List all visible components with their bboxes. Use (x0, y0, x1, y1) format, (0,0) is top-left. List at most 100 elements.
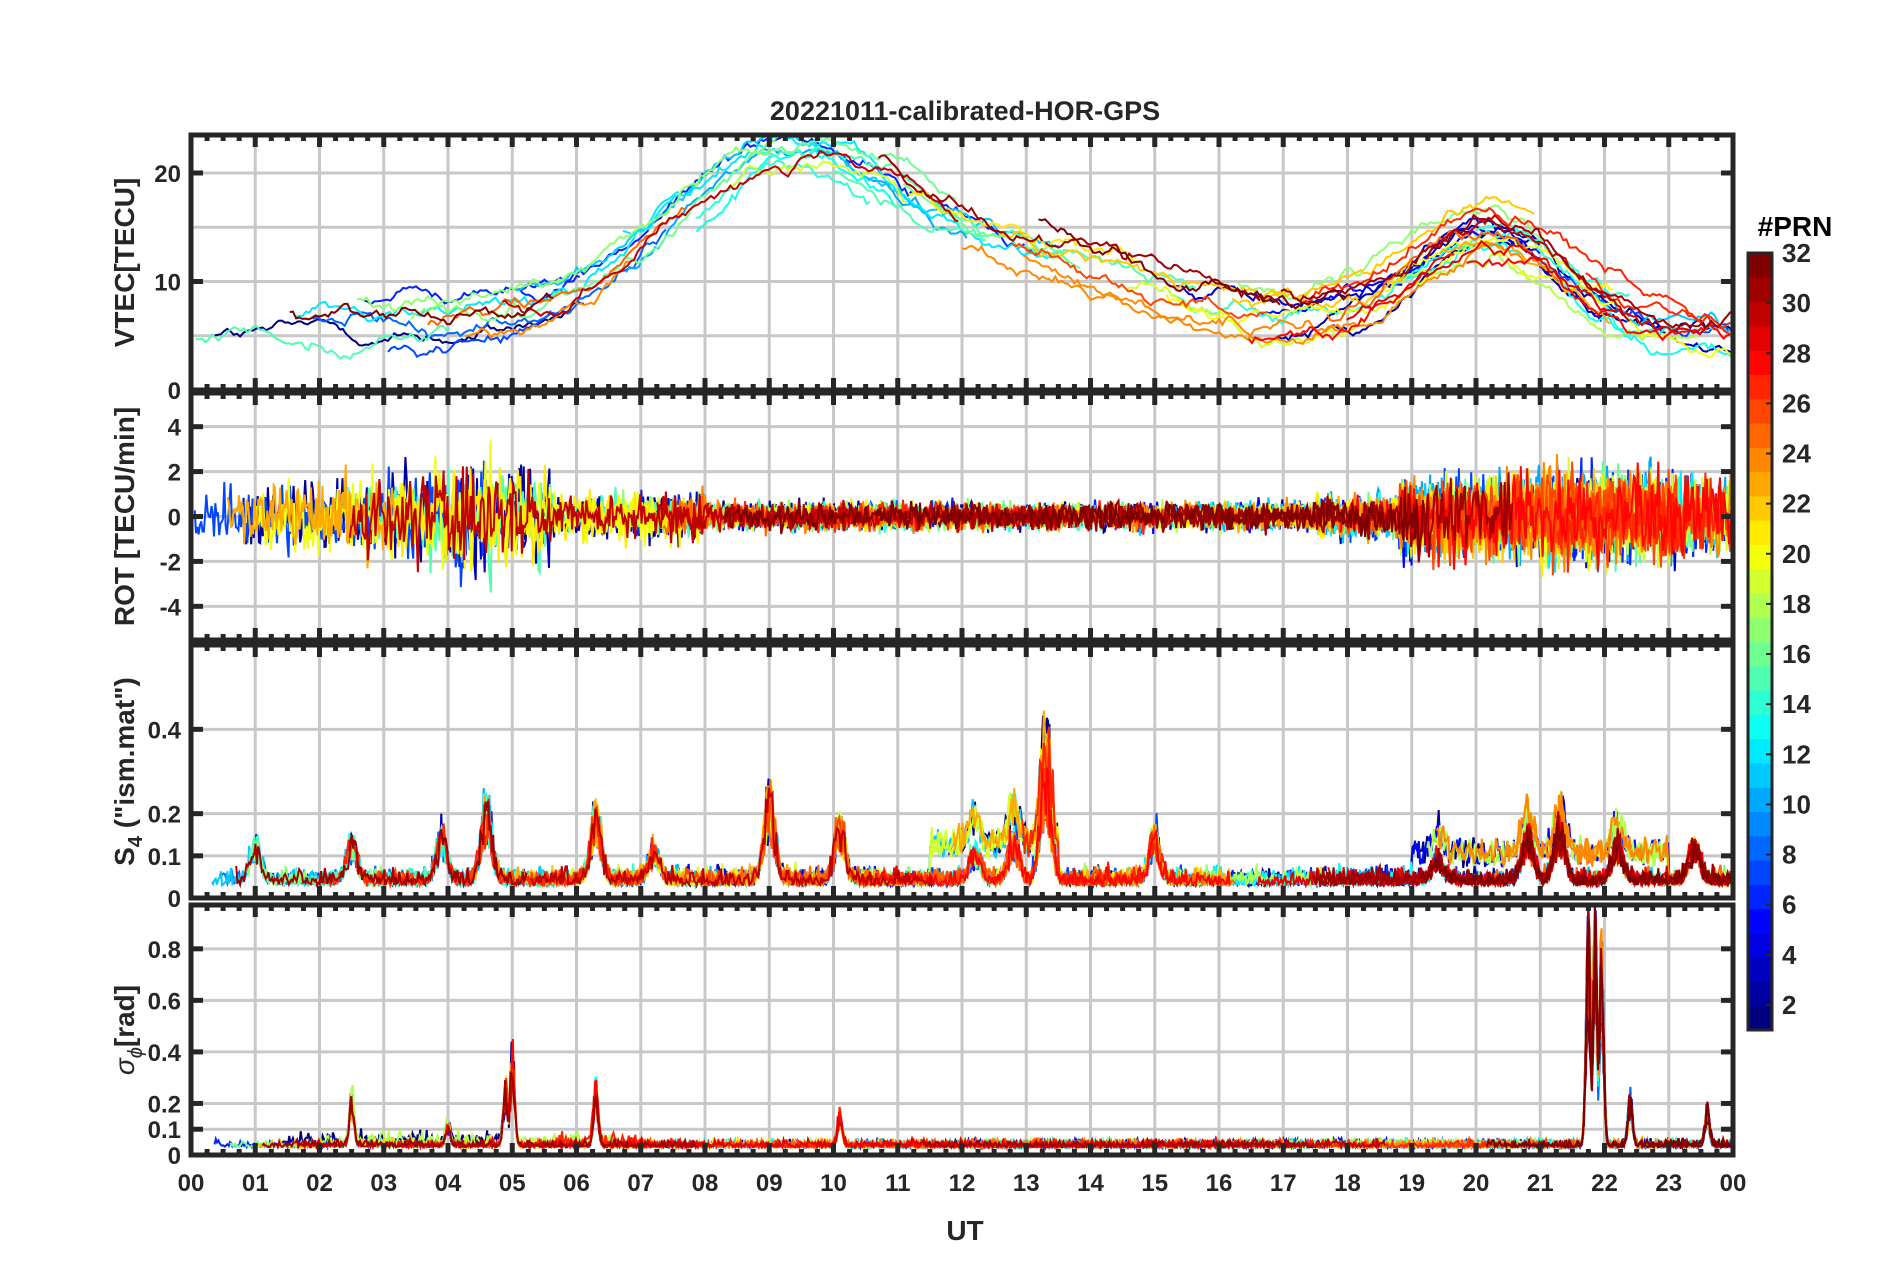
series-prn-29 (1346, 239, 1704, 336)
y-tick-label: 0.1 (148, 844, 181, 871)
y-tick-label: -4 (160, 594, 182, 621)
colorbar-tick-label: 18 (1782, 589, 1811, 619)
colorbar-band (1748, 787, 1772, 813)
colorbar-band (1748, 422, 1772, 448)
series-prn-15 (195, 325, 451, 361)
x-tick-label: 10 (820, 1170, 847, 1197)
colorbar-band (1748, 471, 1772, 497)
colorbar-band (1748, 447, 1772, 473)
colorbar-tick-label: 8 (1782, 840, 1796, 870)
y-axis-label-rot: ROT [TECU/min] (109, 407, 140, 626)
y-tick-label: 0 (168, 378, 181, 405)
y-tick-label: 20 (154, 161, 181, 188)
series-group-vtec (195, 135, 1733, 361)
colorbar-tick-label: 2 (1782, 990, 1796, 1020)
x-tick-label: 17 (1270, 1170, 1297, 1197)
colorbar-tick-label: 32 (1782, 238, 1811, 268)
series-prn-27 (1556, 472, 1733, 573)
series-prn-24 (465, 260, 630, 340)
series-prn-31 (1044, 237, 1281, 306)
series-prn-31 (1183, 472, 1514, 563)
series-prn-30 (501, 149, 959, 318)
series-prn-12 (622, 135, 1067, 260)
x-tick-label: 07 (627, 1170, 654, 1197)
colorbar-tick-label: 4 (1782, 940, 1797, 970)
y-tick-label: 0.2 (148, 1091, 181, 1118)
colorbar-band (1748, 762, 1772, 788)
series-prn-25 (427, 206, 686, 327)
x-tick-label: 05 (499, 1170, 526, 1197)
y-tick-label: -2 (160, 549, 181, 576)
series-prn-7 (387, 305, 569, 359)
colorbar-tick-label: 28 (1782, 338, 1811, 368)
x-tick-label: 06 (563, 1170, 590, 1197)
y-tick-label: 0 (168, 505, 181, 532)
x-tick-label: 03 (370, 1170, 397, 1197)
series-prn-32 (1486, 906, 1733, 1151)
series-prn-32 (289, 292, 554, 326)
series-prn-24 (1435, 791, 1613, 869)
x-tick-label: 01 (242, 1170, 269, 1197)
panel-sigma_phi: 00.10.2 0.4 0.6 0.8σϕ[rad] (109, 902, 1736, 1170)
colorbar-band (1748, 932, 1772, 958)
colorbar-band (1748, 981, 1772, 1007)
colorbar-band (1748, 690, 1772, 715)
colorbar-band (1748, 1005, 1772, 1031)
x-tick-label: 20 (1463, 1170, 1490, 1197)
series-prn-30 (348, 466, 890, 573)
colorbar-band (1748, 301, 1772, 327)
series-prn-12 (296, 190, 680, 323)
y-axis-label-vtec: VTEC[TECU] (109, 178, 140, 348)
x-tick-label: 16 (1206, 1170, 1233, 1197)
colorbar-band (1748, 957, 1772, 983)
colorbar-band (1748, 350, 1772, 376)
series-prn-31 (1280, 213, 1732, 330)
y-axis-label-s4: S4 ("ism.mat") (109, 677, 147, 866)
x-tick-label: 13 (1013, 1170, 1040, 1197)
colorbar-band (1748, 738, 1772, 764)
x-tick-label: 23 (1655, 1170, 1682, 1197)
x-tick-label: 00 (178, 1170, 205, 1197)
colorbar-band (1748, 617, 1772, 643)
colorbar-tick-label: 10 (1782, 789, 1811, 819)
series-prn-24 (961, 244, 1345, 346)
y-tick-label: 2 (168, 460, 181, 487)
colorbar-tick-label: 20 (1782, 539, 1811, 569)
y-tick-label: 10 (154, 269, 181, 296)
series-group-sigma_phi (213, 905, 1733, 1152)
panel-rot: -4 -2 0 2 4 ROT [TECU/min] (109, 390, 1736, 643)
colorbar-band (1748, 665, 1772, 691)
y-tick-label: 0.8 (148, 937, 181, 964)
x-axis-label: UT (946, 1215, 983, 1246)
colorbar-band (1748, 908, 1772, 934)
series-prn-27 (1585, 272, 1731, 335)
colorbar-band (1748, 520, 1772, 545)
y-tick-label: 0.2 (148, 802, 181, 829)
y-tick-label: 0.1 (148, 1117, 181, 1144)
colorbar-tick-label: 24 (1782, 439, 1811, 469)
series-prn-32 (1421, 822, 1733, 888)
x-tick-label: 14 (1077, 1170, 1104, 1197)
x-tick-label: 19 (1398, 1170, 1425, 1197)
y-tick-label: 0 (168, 886, 181, 913)
series-group-s4 (211, 710, 1733, 890)
colorbar-band (1748, 495, 1772, 521)
series-prn-31 (922, 1137, 1315, 1151)
colorbar-tick-label: 26 (1782, 388, 1811, 418)
x-tick-labels: 00 01 02 03 04 05 06 07 08 09 10 11 12 13 14 15 16 17 18 19… (178, 1170, 1747, 1197)
colorbar-band (1748, 568, 1772, 594)
colorbar-tick-label: 16 (1782, 639, 1811, 669)
colorbar-tick-label: 14 (1782, 689, 1811, 719)
series-prn-19 (729, 160, 907, 204)
y-axis-label-sigma_phi: σϕ[rad] (109, 985, 147, 1075)
series-prn-24 (1022, 240, 1564, 342)
x-tick-label: 09 (756, 1170, 783, 1197)
chart-title: 20221011-calibrated-HOR-GPS (770, 96, 1160, 126)
colorbar-band (1748, 374, 1772, 400)
series-prn-27 (1021, 726, 1187, 889)
series-prn-17 (410, 135, 791, 320)
x-tick-label: 04 (435, 1170, 462, 1197)
